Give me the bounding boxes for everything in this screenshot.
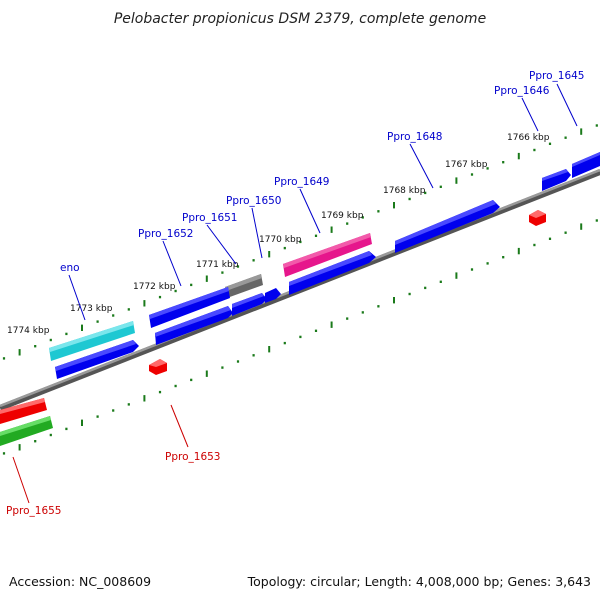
tick-label: 1772 kbp xyxy=(133,282,176,292)
gene-green[interactable] xyxy=(0,416,53,446)
gene-label: Ppro_1646 xyxy=(494,85,550,97)
gene-ppro-1649-lower[interactable] xyxy=(289,251,376,295)
tick-label: 1770 kbp xyxy=(259,235,302,245)
gene-label: Ppro_1649 xyxy=(274,176,329,188)
tick-label: 1774 kbp xyxy=(7,326,50,336)
gene-label: Ppro_1652 xyxy=(138,228,193,240)
tick-label: 1773 kbp xyxy=(70,304,113,314)
map-title: Pelobacter propionicus DSM 2379, complet… xyxy=(114,11,486,27)
gene-labels: Ppro_1645 Ppro_1646 Ppro_1648 Ppro_1649 … xyxy=(6,70,584,517)
tick-rails xyxy=(2,124,598,455)
gene-label: Ppro_1653 xyxy=(165,451,220,463)
gene-label: Ppro_1650 xyxy=(226,195,281,207)
gene-label: eno xyxy=(60,262,80,274)
gene-ppro-1651[interactable] xyxy=(225,274,263,298)
gene-ppro-1645[interactable] xyxy=(572,152,600,178)
gene-label: Ppro_1655 xyxy=(6,505,61,517)
gene-ppro-1649[interactable] xyxy=(283,233,372,277)
gene-ppro-1652-lower[interactable] xyxy=(155,306,233,345)
gene-ppro-1650[interactable] xyxy=(265,288,281,303)
gene-label: Ppro_1648 xyxy=(387,131,442,143)
gene-ppro-1650-lower[interactable] xyxy=(232,293,267,316)
gene-ppro-1646[interactable] xyxy=(542,169,571,191)
gene-eno[interactable] xyxy=(49,321,135,361)
tick-label: 1767 kbp xyxy=(445,160,488,170)
gene-ppro-1648[interactable] xyxy=(395,200,500,253)
tick-label: 1771 kbp xyxy=(196,260,239,270)
accession-text: Accession: NC_008609 xyxy=(9,574,151,589)
gene-ppro-1653[interactable] xyxy=(149,359,167,375)
gene-ppro-1655[interactable] xyxy=(0,398,47,424)
tick-label: 1766 kbp xyxy=(507,133,550,143)
label-leaders xyxy=(12,83,578,504)
gene-red-right[interactable] xyxy=(529,210,546,226)
gene-ppro-1652[interactable] xyxy=(149,287,230,328)
gene-label: Ppro_1645 xyxy=(529,70,584,82)
tick-label: 1769 kbp xyxy=(321,211,364,221)
genome-summary-text: Topology: circular; Length: 4,008,000 bp… xyxy=(247,574,591,589)
gene-features xyxy=(0,152,600,446)
gene-eno-lower[interactable] xyxy=(55,340,139,379)
gene-label: Ppro_1651 xyxy=(182,212,237,224)
tick-label: 1768 kbp xyxy=(383,186,426,196)
tick-labels: 1766 kbp 1767 kbp 1768 kbp 1769 kbp 1770… xyxy=(7,133,550,336)
